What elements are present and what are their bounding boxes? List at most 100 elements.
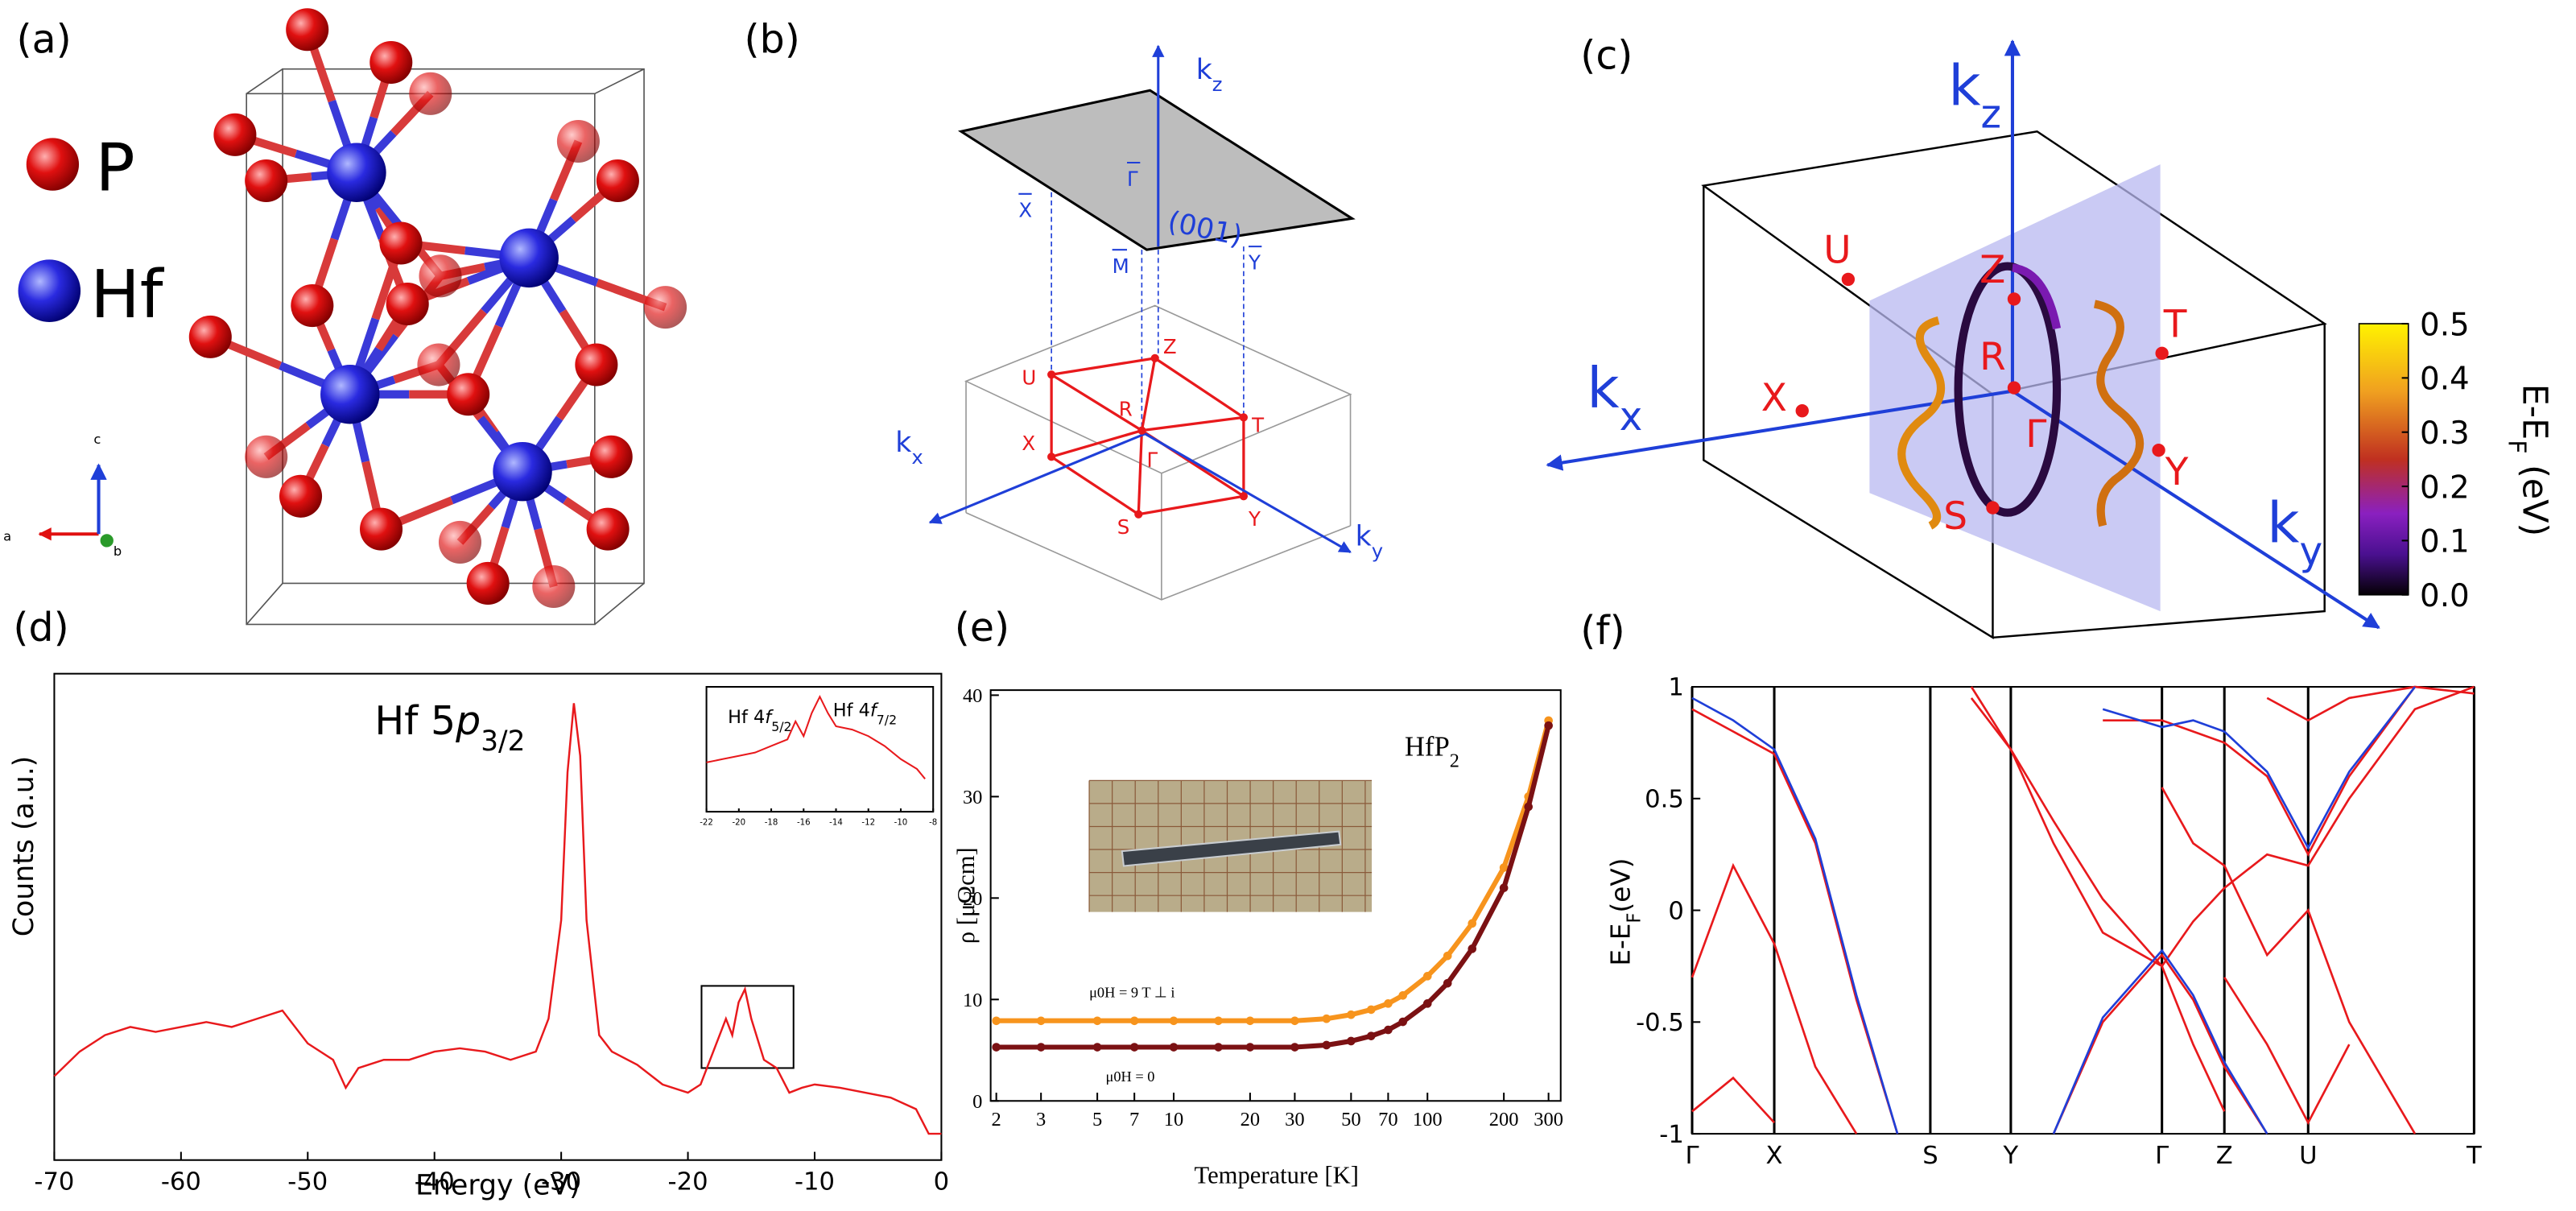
- x-tick-label: 30: [1285, 1109, 1304, 1130]
- text-part: k: [1948, 55, 1980, 119]
- p-atom: [466, 561, 510, 605]
- colorbar-tick-label: 0.2: [2420, 469, 2470, 506]
- p-atom: [291, 284, 334, 328]
- plot-frame: [989, 689, 1562, 1102]
- point-label: S: [1943, 494, 1967, 539]
- crystal-structure: P Hf a b c: [3, 68, 645, 626]
- x-tick-label: -22: [700, 818, 713, 827]
- x-tick-label: -70: [34, 1168, 74, 1196]
- p-atom: [447, 373, 490, 416]
- series-line: [53, 703, 942, 1135]
- p-atom: [379, 221, 423, 265]
- nodal-labels: Z U T R X Γ Y S: [1761, 229, 2189, 539]
- chart-text: Hf 5p3/2: [374, 698, 525, 758]
- series-line: [2223, 977, 2351, 1126]
- point-label: S: [1117, 515, 1130, 539]
- colorbar-label: E-EF (eV): [2503, 384, 2554, 537]
- axis-arrow: [2011, 389, 2380, 630]
- p-atom: [245, 435, 288, 478]
- legend-label: P: [95, 130, 134, 207]
- panel-label: (d): [13, 605, 68, 651]
- p-atom: [438, 520, 482, 564]
- chart-text: E-EF(eV): [1605, 858, 1645, 966]
- text-part: Hf 4: [728, 707, 765, 728]
- chart-text: μ0H = 0: [1105, 1068, 1154, 1085]
- chart-text: Energy (eV): [415, 1170, 580, 1202]
- text-part: y: [2299, 529, 2322, 574]
- x-tick-label: Z: [2216, 1142, 2233, 1170]
- text-part: 7/2: [877, 712, 897, 727]
- p-atom: [589, 435, 633, 478]
- y-tick-label: 0.5: [1645, 785, 1684, 813]
- legend-marker: [26, 138, 80, 191]
- x-tick-label: -14: [829, 818, 843, 827]
- nodal-points: [1795, 272, 2169, 515]
- point-label: Y: [1248, 507, 1261, 531]
- y-tick-label: 30: [963, 787, 982, 808]
- axis-label: ky: [2267, 491, 2322, 574]
- chart: -70 -60 -50 -40 -30 -20 -10 0 Hf 5p3/2 Energy (eV…: [8, 672, 949, 1202]
- x-tick-label: S: [1922, 1142, 1938, 1170]
- y-tick-label: 20: [963, 888, 982, 910]
- chart-text: Temperature [K]: [1195, 1161, 1359, 1188]
- text-part: (eV): [1605, 858, 1636, 913]
- text-part: 2: [1450, 750, 1459, 771]
- chart: -22 -20 -18 -16 -14 -12 -10 -8Hf 4f5/2Hf 4f7/2: [700, 685, 937, 827]
- p-atom: [188, 315, 232, 358]
- series-line: [2102, 686, 2416, 850]
- p-atom: [409, 72, 452, 115]
- p-atom: [386, 283, 429, 326]
- series-line: [2052, 953, 2268, 1135]
- text-part: k: [1196, 54, 1212, 86]
- panel-label: (e): [955, 605, 1009, 651]
- legend-label: Hf: [90, 257, 164, 333]
- x-tick-label: T: [2466, 1142, 2482, 1170]
- zoom-box: [700, 985, 795, 1069]
- x-tick-label: 300: [1534, 1109, 1563, 1130]
- p-atom: [532, 565, 576, 609]
- text-part: F: [2503, 440, 2531, 453]
- p-atom: [419, 254, 462, 298]
- text-part: HfP: [1405, 731, 1450, 763]
- axis-label: kx: [1587, 357, 1642, 440]
- point-label: Γ: [1146, 448, 1158, 472]
- text-part: x: [1620, 395, 1643, 440]
- series-line: [996, 725, 1551, 1050]
- panel-labels: (a) (b) (c) (d) (e) (f): [13, 16, 1633, 654]
- series-line: [706, 694, 926, 779]
- p-atom: [213, 113, 257, 156]
- series-line: [2052, 949, 2268, 1135]
- colorbar-tick-label: 0.1: [2420, 524, 2470, 560]
- hf-atom: [327, 143, 386, 203]
- p-atom: [369, 41, 413, 85]
- point-label: Y: [2165, 450, 2189, 494]
- surface-point-label: Γ: [1127, 167, 1138, 191]
- x-tick-label: 7: [1129, 1109, 1139, 1130]
- x-tick-label: -8: [929, 818, 937, 827]
- surface-point-label: M: [1113, 254, 1129, 278]
- axis-label: kz: [1948, 55, 2001, 138]
- x-tick-label: U: [2299, 1142, 2317, 1170]
- chart-text: ρ [μΩcm]: [952, 847, 980, 944]
- y-tick-label: 10: [963, 990, 982, 1011]
- point-label: Z: [1979, 248, 2005, 292]
- axis-arrow: [1144, 432, 1352, 554]
- point-label: X: [1761, 376, 1787, 420]
- text-part: (eV): [2515, 453, 2555, 536]
- p-atom: [575, 343, 618, 386]
- p-atom: [596, 159, 639, 203]
- colorbar-tick-label: 0.4: [2420, 362, 2470, 398]
- surface-point-label: Y: [1248, 251, 1261, 275]
- series-line: [1690, 862, 1858, 1135]
- x-tick-label: -50: [287, 1168, 328, 1196]
- text-part: E-E: [2515, 384, 2555, 440]
- chart-text: Hf 4f7/2: [833, 701, 897, 728]
- x-tick-label: 200: [1489, 1109, 1519, 1130]
- sample: [1121, 830, 1342, 867]
- p-atom: [360, 507, 403, 551]
- point-label: T: [1251, 414, 1265, 437]
- chart-text: HfP2: [1405, 731, 1459, 772]
- x-tick-label: -20: [668, 1168, 708, 1196]
- x-tick-label: 2: [992, 1109, 1001, 1130]
